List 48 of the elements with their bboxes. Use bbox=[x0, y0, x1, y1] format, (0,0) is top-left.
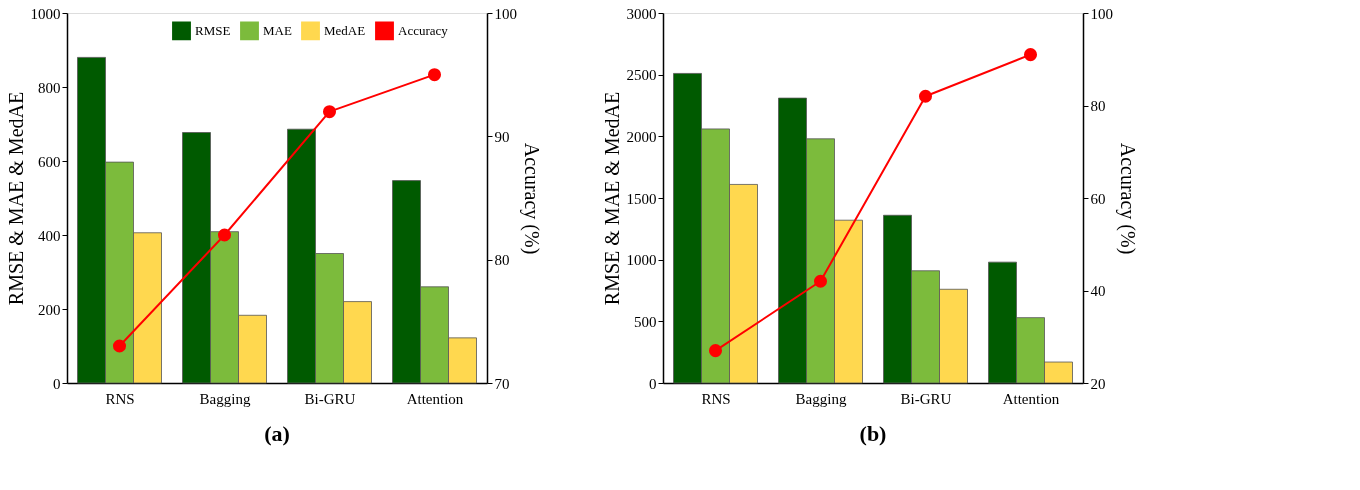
y2-tick-label: 40 bbox=[1090, 283, 1106, 299]
y2-tick-label: 100 bbox=[1090, 5, 1113, 22]
y-tick-label: 600 bbox=[38, 153, 61, 170]
x-tick-label: Attention bbox=[1002, 390, 1060, 407]
x-tick-label: RNS bbox=[701, 390, 731, 407]
point bbox=[322, 105, 337, 119]
legend-label: MAE bbox=[263, 22, 292, 38]
y-tick-label: 3000 bbox=[626, 5, 657, 22]
point bbox=[708, 344, 723, 358]
x-tick-label: Bagging bbox=[199, 390, 251, 407]
y2-tick-label: 80 bbox=[1090, 98, 1106, 114]
point bbox=[427, 68, 442, 82]
y-tick-label: 1000 bbox=[626, 252, 657, 269]
y2-tick-label: 100 bbox=[494, 5, 517, 22]
y-axis-title: RMSE & MAE & MedAE bbox=[600, 91, 623, 306]
y2-tick-label: 60 bbox=[1090, 190, 1106, 207]
y-tick-label: 2000 bbox=[626, 128, 657, 145]
y-tick-label: 500 bbox=[634, 313, 657, 330]
x-tick-label: Bi-GRU bbox=[900, 390, 952, 407]
y2-tick-label: 20 bbox=[1090, 375, 1106, 392]
y2-tick-label: 70 bbox=[494, 375, 510, 392]
point bbox=[918, 89, 933, 103]
y-tick-label: 1000 bbox=[30, 5, 61, 22]
x-tick-label: Bagging bbox=[795, 390, 847, 407]
y-tick-label: 800 bbox=[38, 79, 61, 96]
x-tick-label: Bi-GRU bbox=[304, 390, 356, 407]
legend-label: MedAE bbox=[324, 22, 366, 38]
text: (b) bbox=[859, 421, 887, 446]
y2-axis-title: Accuracy (%) bbox=[1116, 142, 1139, 255]
y-tick-label: 0 bbox=[649, 375, 657, 392]
point bbox=[813, 274, 828, 288]
y-tick-label: 400 bbox=[38, 227, 61, 244]
legend-label: Accuracy bbox=[398, 22, 449, 38]
point bbox=[217, 228, 232, 242]
point bbox=[112, 339, 127, 353]
y-tick-label: 200 bbox=[38, 301, 61, 318]
point bbox=[1023, 48, 1038, 62]
x-tick-label: Attention bbox=[406, 390, 464, 407]
y-axis-title: RMSE & MAE & MedAE bbox=[4, 91, 27, 306]
y-tick-label: 1500 bbox=[626, 190, 657, 207]
legend-label: RMSE bbox=[195, 22, 231, 38]
y-tick-label: 0 bbox=[53, 375, 61, 392]
y2-axis-title: Accuracy (%) bbox=[520, 142, 543, 255]
text: (a) bbox=[264, 421, 290, 446]
y2-tick-label: 80 bbox=[494, 252, 510, 269]
y2-tick-label: 90 bbox=[494, 128, 510, 145]
y-tick-label: 2500 bbox=[626, 67, 657, 84]
x-tick-label: RNS bbox=[105, 390, 135, 407]
